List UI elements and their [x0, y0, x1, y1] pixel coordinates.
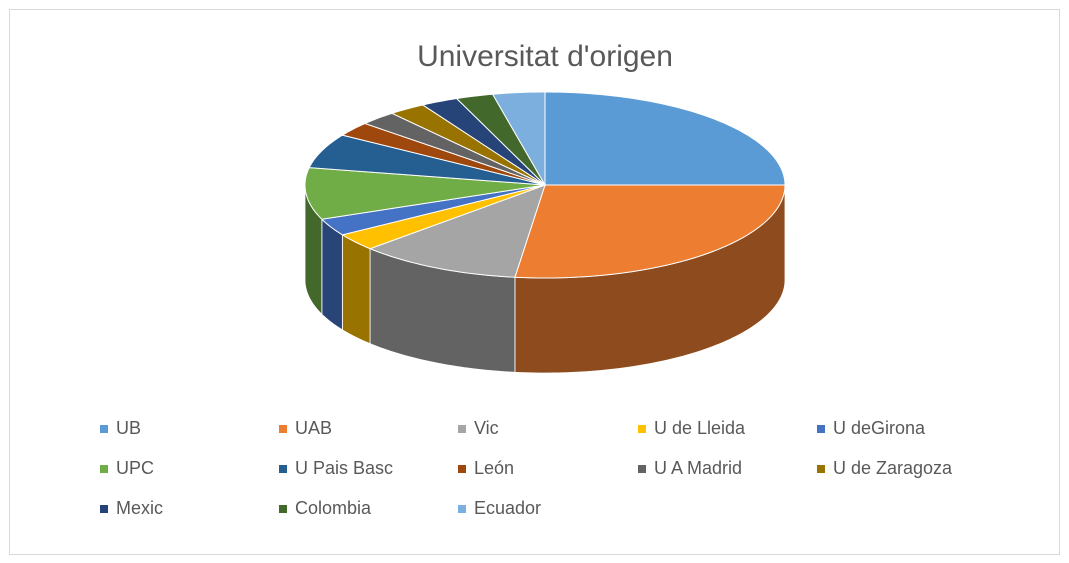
slice [390, 104, 546, 186]
slice [544, 91, 786, 186]
slice [363, 112, 546, 186]
legend-swatch [638, 465, 646, 473]
legend-label: León [474, 458, 514, 478]
legend-label: UB [116, 418, 141, 438]
slice-side [341, 234, 371, 345]
slice-side [321, 218, 343, 331]
legend-label: Ecuador [474, 498, 541, 518]
legend-label: Colombia [295, 498, 372, 518]
legend-swatch [458, 465, 466, 473]
slice [455, 93, 546, 186]
legend-label: U de Zaragoza [833, 458, 953, 478]
slice [421, 97, 546, 186]
slice [304, 167, 546, 220]
legend-label: UAB [295, 418, 332, 438]
slice [368, 184, 546, 278]
legend-swatch [100, 465, 108, 473]
slice [341, 122, 546, 186]
legend-swatch [458, 425, 466, 433]
slice [308, 134, 546, 186]
legend-swatch [279, 425, 287, 433]
slice [320, 184, 546, 236]
legend-swatch [638, 425, 646, 433]
legend-swatch [100, 505, 108, 513]
legend-swatch [279, 505, 287, 513]
legend-swatch [279, 465, 287, 473]
legend-swatch [817, 465, 825, 473]
legend-label: UPC [116, 458, 154, 478]
legend-label: U de Lleida [654, 418, 746, 438]
legend-label: Vic [474, 418, 499, 438]
slice [514, 184, 786, 279]
legend-label: Mexic [116, 498, 163, 518]
chart-title: Universitat d'origen [417, 40, 673, 73]
legend-swatch [458, 505, 466, 513]
legend-swatch [100, 425, 108, 433]
slice [491, 91, 546, 187]
legend-label: U A Madrid [654, 458, 742, 478]
legend-swatch [817, 425, 825, 433]
legend-label: U deGirona [833, 418, 926, 438]
legend-label: U Pais Basc [295, 458, 393, 478]
slice [341, 184, 546, 250]
